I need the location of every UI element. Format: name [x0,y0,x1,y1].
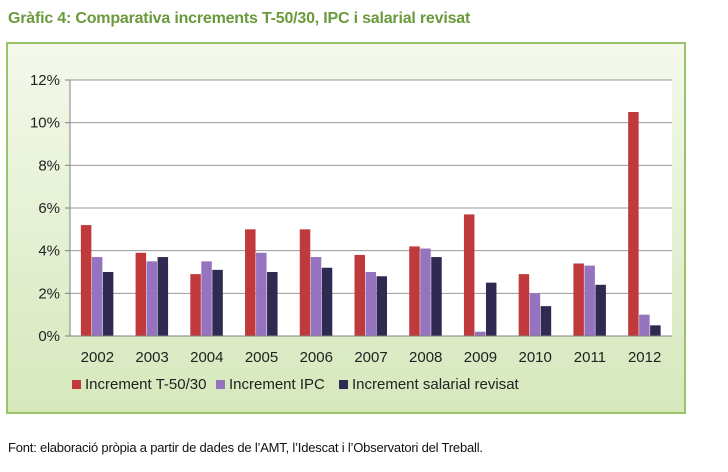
bar-2006-series-3 [321,267,333,336]
bar-2003-series-2 [146,261,158,336]
y-tick-label: 2% [38,285,60,302]
bar-2002-series-2 [91,257,103,336]
bar-2003-series-1 [135,252,147,336]
bar-2009-series-3 [485,282,497,336]
x-axis-ticks: 2002 2003 2004 2005 2006 2007 2008 2009 2010 2011… [81,349,662,366]
bar-2011-series-3 [595,284,606,336]
bar-2012-series-1 [628,112,639,336]
y-axis-ticks: 0% 2% 4% 6% 8% 10% 12% [30,72,70,345]
chart-area: 0% 2% 4% 6% 8% 10% 12% 2002 2003 2004 2005 2006 200… [6,42,686,414]
x-tick-label: 2002 [81,349,114,366]
y-tick-label: 4% [38,243,60,260]
legend-swatch-series-2 [216,380,225,389]
gridlines [70,79,672,294]
bar-2002-series-3 [102,272,114,336]
bar-2009-series-2 [474,331,486,336]
x-tick-label: 2004 [190,349,223,366]
axes [69,80,672,337]
x-tick-label: 2009 [464,349,497,366]
bar-2010-series-2 [529,293,541,336]
legend-swatch-series-1 [72,380,81,389]
bars [80,112,661,336]
bar-2012-series-2 [639,314,650,336]
bar-2004-series-2 [201,261,212,336]
bar-2004-series-3 [212,269,223,336]
legend: Increment T-50/30 Increment IPC Increment … [72,376,520,393]
bar-2011-series-2 [584,265,595,336]
bar-2008-series-3 [431,257,442,336]
bar-2003-series-3 [157,257,169,336]
x-tick-label: 2012 [628,349,661,366]
chart-title: Gràfic 4: Comparativa increments T-50/30… [8,10,471,27]
x-tick-label: 2007 [354,349,387,366]
x-tick-label: 2003 [135,349,168,366]
bar-2012-series-3 [650,325,661,336]
bar-2005-series-2 [256,252,267,336]
x-tick-label: 2006 [300,349,333,366]
bar-chart: 0%2%4%6%8%10%12% 2002 2003 2004 2005 2006 200… [6,42,686,414]
legend-label: Increment salarial revisat [352,376,520,393]
x-tick-label: 2005 [245,349,278,366]
y-tick-label: 10% [30,115,60,132]
source-note: Font: elaboració pròpia a partir de dade… [8,440,483,455]
bar-2009-series-1 [463,214,475,336]
y-tick-label: 0% [38,328,60,345]
y-tick-label: 6% [38,200,60,217]
legend-label: Increment IPC [229,376,325,393]
bar-2008-series-2 [420,248,431,336]
bar-2005-series-3 [267,272,278,336]
bar-2010-series-3 [540,306,552,336]
y-tick-label: 12% [30,72,60,89]
x-tick-label: 2008 [409,349,442,366]
bar-2006-series-1 [299,229,311,336]
legend-label: Increment T-50/30 [85,376,206,393]
bar-2006-series-2 [310,257,322,336]
bar-2007-series-3 [376,276,387,336]
bar-2004-series-1 [190,274,201,336]
x-tick-label: 2011 [574,349,606,366]
bar-2005-series-1 [245,229,256,336]
bar-2010-series-1 [518,274,530,336]
bar-2002-series-1 [80,225,92,336]
x-tick-label: 2010 [518,349,551,366]
bar-2007-series-2 [365,272,376,336]
bar-2008-series-1 [409,246,420,336]
y-tick-label: 8% [38,157,60,174]
legend-swatch-series-3 [339,380,348,389]
bar-2007-series-1 [354,254,365,336]
bar-2011-series-1 [573,263,584,336]
